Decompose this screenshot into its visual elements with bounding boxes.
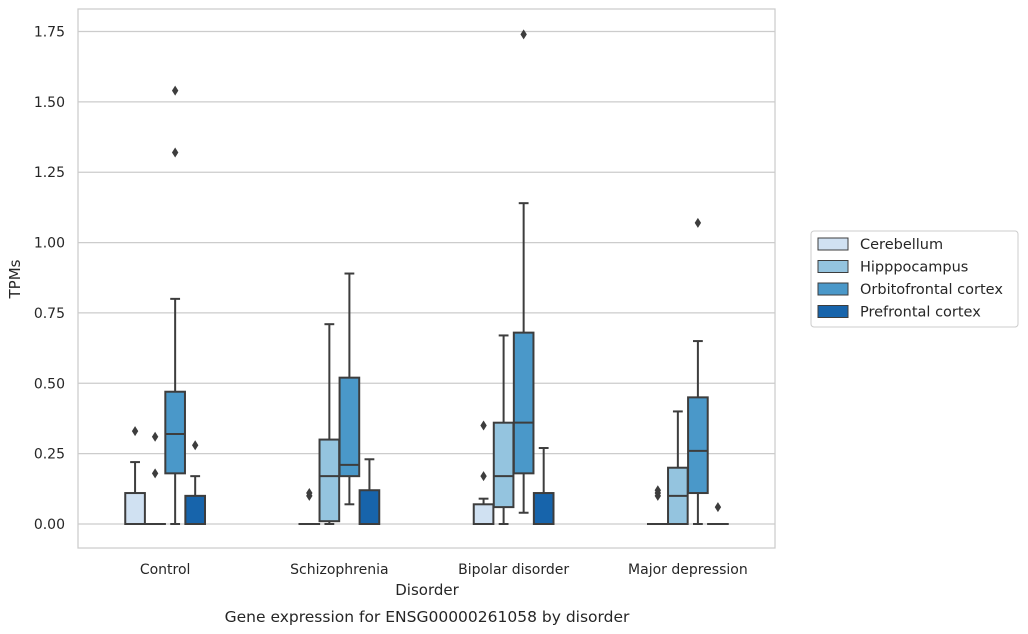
- legend-swatch: [817, 260, 849, 273]
- y-tick-label: 0.75: [34, 306, 65, 322]
- box-body: [358, 489, 381, 526]
- box-group: [667, 410, 689, 526]
- y-tick-label: 1.75: [34, 25, 65, 41]
- box-body: [512, 331, 535, 475]
- y-axis-ticks: 0.00 0.25 0.50 0.75 1.00 1.25 1.50 1.75: [34, 25, 65, 534]
- y-axis-title: TPMs: [6, 259, 24, 299]
- box-group: [358, 458, 381, 526]
- outlier-point: [480, 420, 487, 431]
- box-group: [164, 85, 186, 525]
- x-tick-label: Control: [140, 562, 191, 578]
- gridlines: [78, 30, 775, 525]
- box-body: [492, 421, 515, 509]
- box-body: [164, 390, 186, 475]
- x-tick-label: Bipolar disorder: [458, 562, 569, 578]
- legend-swatch: [817, 282, 849, 296]
- legend-label: Hipppocampus: [860, 260, 968, 276]
- outlier-point: [151, 431, 159, 442]
- outlier-point: [480, 471, 487, 482]
- plot-area: [124, 29, 729, 526]
- box-group: [707, 502, 729, 526]
- legend-swatch: [817, 237, 849, 251]
- y-tick-label: 1.00: [34, 236, 65, 252]
- outlier-point: [306, 488, 313, 499]
- box-group: [492, 334, 515, 525]
- box-group: [646, 485, 669, 526]
- box-group: [124, 426, 146, 525]
- box-body: [124, 492, 146, 525]
- x-axis-ticks: Control Schizophrenia Bipolar disorder Majo…: [140, 562, 748, 578]
- box-body: [318, 438, 341, 523]
- outlier-point: [694, 217, 702, 228]
- legend-label: Cerebellum: [860, 237, 943, 253]
- box-group: [144, 431, 166, 526]
- box-group: [532, 447, 555, 525]
- y-tick-label: 0.00: [34, 517, 65, 533]
- y-tick-label: 0.50: [34, 376, 65, 392]
- box-group: [472, 420, 495, 525]
- outlier-point: [171, 147, 179, 158]
- box-group: [687, 217, 709, 525]
- outlier-point: [654, 485, 662, 496]
- legend-swatch: [817, 305, 849, 318]
- outlier-point: [714, 502, 722, 513]
- x-axis-title: Disorder: [395, 581, 459, 599]
- box-group: [318, 323, 341, 525]
- outlier-point: [131, 426, 139, 437]
- outlier-point: [520, 29, 527, 40]
- x-tick-label: Schizophrenia: [290, 562, 388, 578]
- legend-frame: [810, 230, 1019, 328]
- legend-label: Orbitofrontal cortex: [860, 282, 1003, 298]
- y-tick-label: 1.25: [34, 165, 65, 181]
- legend-label: Prefrontal cortex: [860, 305, 981, 321]
- legend: Cerebellum Hipppocampus Orbitofrontal cort…: [810, 230, 1019, 328]
- box-body: [472, 503, 495, 525]
- box-group: [512, 29, 535, 514]
- box-group: [338, 272, 361, 506]
- box-body: [532, 492, 555, 525]
- box-body: [338, 376, 361, 478]
- box-body: [184, 494, 207, 526]
- outlier-point: [191, 440, 199, 451]
- plot-frame: [77, 8, 776, 549]
- x-tick-label: Major depression: [628, 562, 748, 578]
- box-body: [687, 396, 709, 495]
- box-group: [298, 488, 321, 526]
- y-tick-label: 0.25: [34, 447, 65, 463]
- y-tick-label: 1.50: [34, 95, 65, 111]
- outlier-point: [171, 85, 179, 96]
- box-group: [184, 440, 207, 526]
- chart-caption: Gene expression for ENSG00000261058 by d…: [225, 608, 630, 626]
- outlier-point: [151, 468, 159, 479]
